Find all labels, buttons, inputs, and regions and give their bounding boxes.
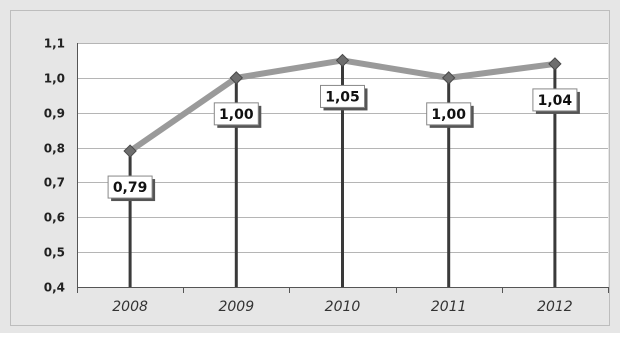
y-tick-labels: 0,4 0,5 0,6 0,7 0,8 0,9 1,0 1,1 [44,37,65,295]
data-marker [441,71,456,85]
data-label-text: 1,05 [325,89,360,105]
x-tick-label: 2012 [537,299,573,315]
data-marker [335,53,350,68]
axes [77,43,609,293]
data-label: 1,05 [320,84,368,111]
data-label: 1,00 [426,102,474,128]
data-label: 1,00 [213,102,262,128]
x-tick-labels: 2008 2009 2010 2011 2012 [112,299,573,315]
y-tick-label: 0,4 [44,281,65,295]
data-label: 1,04 [532,88,580,114]
data-marker [548,57,562,71]
data-markers [123,53,562,158]
chart-outer-border [10,10,610,326]
y-tick-label: 1,1 [44,37,65,51]
y-tick-label: 0,9 [44,107,65,121]
data-label-text: 1,04 [538,93,573,109]
data-label: 0,79 [107,175,156,202]
data-label-box [532,88,578,112]
x-tick-label: 2010 [325,299,361,315]
data-label-text: 1,00 [431,107,466,123]
data-label-text: 0,79 [113,180,148,196]
data-label-box [213,102,259,126]
data-label-box [320,84,365,108]
y-tick-label: 1,0 [44,72,65,86]
y-tick-label: 0,6 [44,211,65,225]
y-tick-label: 0,8 [44,142,65,156]
data-label-box [107,175,153,199]
data-label-text: 1,00 [219,107,254,123]
x-tick-label: 2009 [218,299,254,315]
x-tick-label: 2008 [112,299,148,315]
data-labels: 0,79 1,00 1,05 1,00 1,04 [107,84,580,202]
data-marker [123,144,137,158]
data-label-box [426,102,472,126]
x-tick-label: 2011 [431,299,467,315]
y-tick-label: 0,7 [44,176,65,190]
data-marker [229,71,244,85]
y-tick-label: 0,5 [44,246,65,260]
